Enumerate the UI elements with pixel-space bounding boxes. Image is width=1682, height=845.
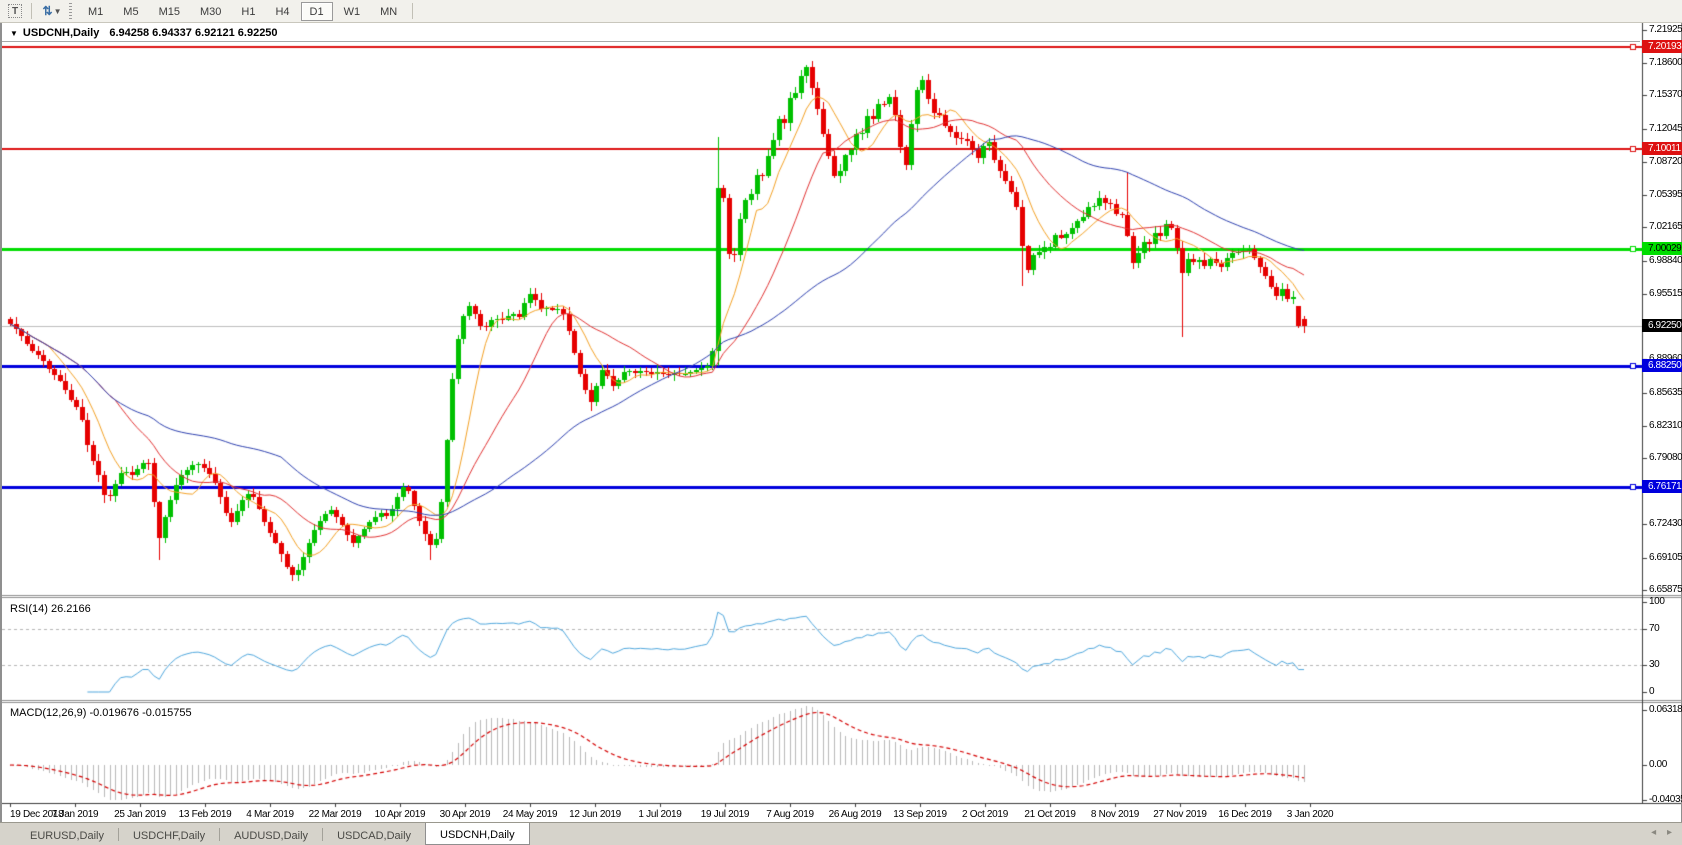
rsi-tick-label: 30 (1649, 659, 1660, 670)
date-tick-label: 16 Dec 2019 (1218, 809, 1272, 820)
price-tick-label: 7.08720 (1649, 155, 1682, 167)
price-tick-label: 6.88960 (1649, 353, 1682, 364)
price-tick-label: 7.18600 (1649, 57, 1682, 69)
chart-tab-USDCAD[interactable]: USDCAD,Daily (337, 829, 412, 842)
arrange-arrows-icon: ⇅ (42, 4, 53, 18)
date-tick-label: 27 Nov 2019 (1153, 809, 1207, 820)
price-tick-label: 7.21925 (1649, 24, 1682, 35)
rsi-tick-label: 0 (1649, 686, 1655, 697)
date-tick-label: 26 Aug 2019 (828, 809, 882, 820)
date-tick-label: 12 Jun 2019 (569, 809, 621, 820)
price-level-badge: 6.88250 (1642, 359, 1682, 373)
rsi-indicator-label: RSI(14) 26.2166 (10, 603, 91, 615)
macd-tick-label: 0.00 (1649, 759, 1667, 770)
price-tick-label: 7.05395 (1649, 189, 1682, 201)
date-tick-label: 7 Aug 2019 (766, 809, 814, 820)
price-tick-label: 7.15370 (1649, 89, 1682, 101)
price-level-badge: 7.20193 (1642, 40, 1682, 54)
collapse-triangle-icon[interactable]: ▼ (10, 28, 18, 38)
header-rule (2, 41, 1640, 42)
chart-tab-EURUSD[interactable]: EURUSD,Daily (30, 829, 104, 842)
toolbar-grip (69, 3, 72, 19)
price-tick-label: 6.72430 (1649, 518, 1682, 530)
price-tick-label: 6.98840 (1649, 254, 1682, 266)
timeframe-button-MN[interactable]: MN (380, 5, 398, 18)
date-tick-label: 4 Mar 2019 (246, 809, 294, 820)
timeframe-buttons: M1 M5 M15 M30 H1 H4 D1 W1 MN (78, 0, 407, 23)
date-tick-label: 8 Nov 2019 (1090, 809, 1140, 820)
date-tick-label: 7 Jan 2019 (51, 809, 99, 820)
date-tick-label: 24 May 2019 (502, 809, 558, 820)
date-tick-label: 2 Oct 2019 (962, 809, 1008, 820)
macd-tick-label: 0.063184 (1649, 703, 1682, 715)
price-tick-label: 6.95515 (1649, 287, 1682, 299)
symbol-tab-bar: EURUSD,Daily USDCHF,Daily AUDUSD,Daily USDC… (0, 822, 1682, 845)
tab-separator (117, 827, 119, 841)
tab-scroll-arrows[interactable]: ◂ ▸ (1651, 827, 1676, 838)
price-tick-label: 6.79080 (1649, 452, 1682, 464)
price-level-badge: 7.00029 (1642, 241, 1682, 255)
date-tick-label: 13 Sep 2019 (893, 809, 947, 820)
date-tick-label: 13 Feb 2019 (178, 809, 232, 820)
rsi-tick-label: 70 (1649, 623, 1660, 634)
text-labels-tool-button[interactable]: T (4, 2, 26, 20)
symbol-header: ▼ USDCNH,Daily 6.94258 6.94337 6.92121 6… (10, 26, 278, 40)
price-level-badge: 6.76171 (1642, 480, 1682, 494)
symbol-ohlc-values: 6.94258 6.94337 6.92121 6.92250 (109, 27, 278, 39)
date-tick-label: 19 Dec 2018 (10, 809, 64, 820)
price-tick-label: 6.85635 (1649, 386, 1682, 398)
price-tick-label: 7.02165 (1649, 221, 1682, 233)
price-tick-label: 6.82310 (1649, 419, 1682, 431)
chart-window: ▼ USDCNH,Daily 6.94258 6.94337 6.92121 6… (0, 23, 1682, 822)
timeframe-button-M1[interactable]: M1 (88, 5, 104, 18)
rsi-tick-label: 100 (1649, 596, 1665, 607)
macd-tick-label: -0.04035 (1649, 794, 1682, 806)
date-tick-label: 21 Oct 2019 (1024, 809, 1076, 820)
date-tick-label: 3 Jan 2020 (1286, 809, 1334, 820)
toolbar-separator (31, 3, 32, 19)
text-tool-icon: T (8, 4, 22, 18)
macd-indicator-label: MACD(12,26,9) -0.019676 -0.015755 (10, 707, 192, 719)
tab-separator (322, 827, 324, 841)
price-tick-label: 6.69105 (1649, 551, 1682, 563)
timeframe-button-M15[interactable]: M15 (158, 5, 180, 18)
arrange-windows-button[interactable]: ⇅ ▼ (41, 2, 63, 20)
toolbar-separator (412, 3, 414, 19)
timeframe-button-H1[interactable]: H1 (241, 5, 256, 18)
date-tick-label: 22 Mar 2019 (308, 809, 362, 820)
date-tick-label: 10 Apr 2019 (374, 809, 426, 820)
timeframe-button-M5[interactable]: M5 (123, 5, 139, 18)
price-level-badge: 7.10011 (1642, 142, 1682, 156)
bid-price-badge: 6.92250 (1642, 319, 1682, 333)
symbol-title: USDCNH,Daily (22, 27, 100, 39)
price-tick-label: 6.65875 (1649, 583, 1682, 595)
date-tick-label: 19 Jul 2019 (700, 809, 750, 820)
date-tick-label: 1 Jul 2019 (638, 809, 682, 820)
top-toolbar: T ⇅ ▼ M1 M5 M15 M30 H1 H4 D1 W1 MN (0, 0, 1682, 23)
chart-tab-USDCHF[interactable]: USDCHF,Daily (132, 829, 206, 842)
timeframe-button-D1[interactable]: D1 (300, 1, 333, 21)
timeframe-button-W1[interactable]: W1 (343, 5, 361, 18)
price-tick-label: 7.12045 (1649, 122, 1682, 134)
chart-tab-AUDUSD[interactable]: AUDUSD,Daily (234, 829, 309, 842)
timeframe-button-H4[interactable]: H4 (275, 5, 290, 18)
dropdown-caret-icon: ▼ (53, 6, 62, 16)
date-tick-label: 30 Apr 2019 (439, 809, 491, 820)
timeframe-button-M30[interactable]: M30 (199, 5, 222, 18)
price-chart-canvas[interactable] (2, 23, 1681, 822)
chart-tab-USDCNH[interactable]: USDCNH,Daily (425, 823, 530, 845)
date-tick-label: 25 Jan 2019 (114, 809, 166, 820)
tab-separator (219, 827, 221, 841)
